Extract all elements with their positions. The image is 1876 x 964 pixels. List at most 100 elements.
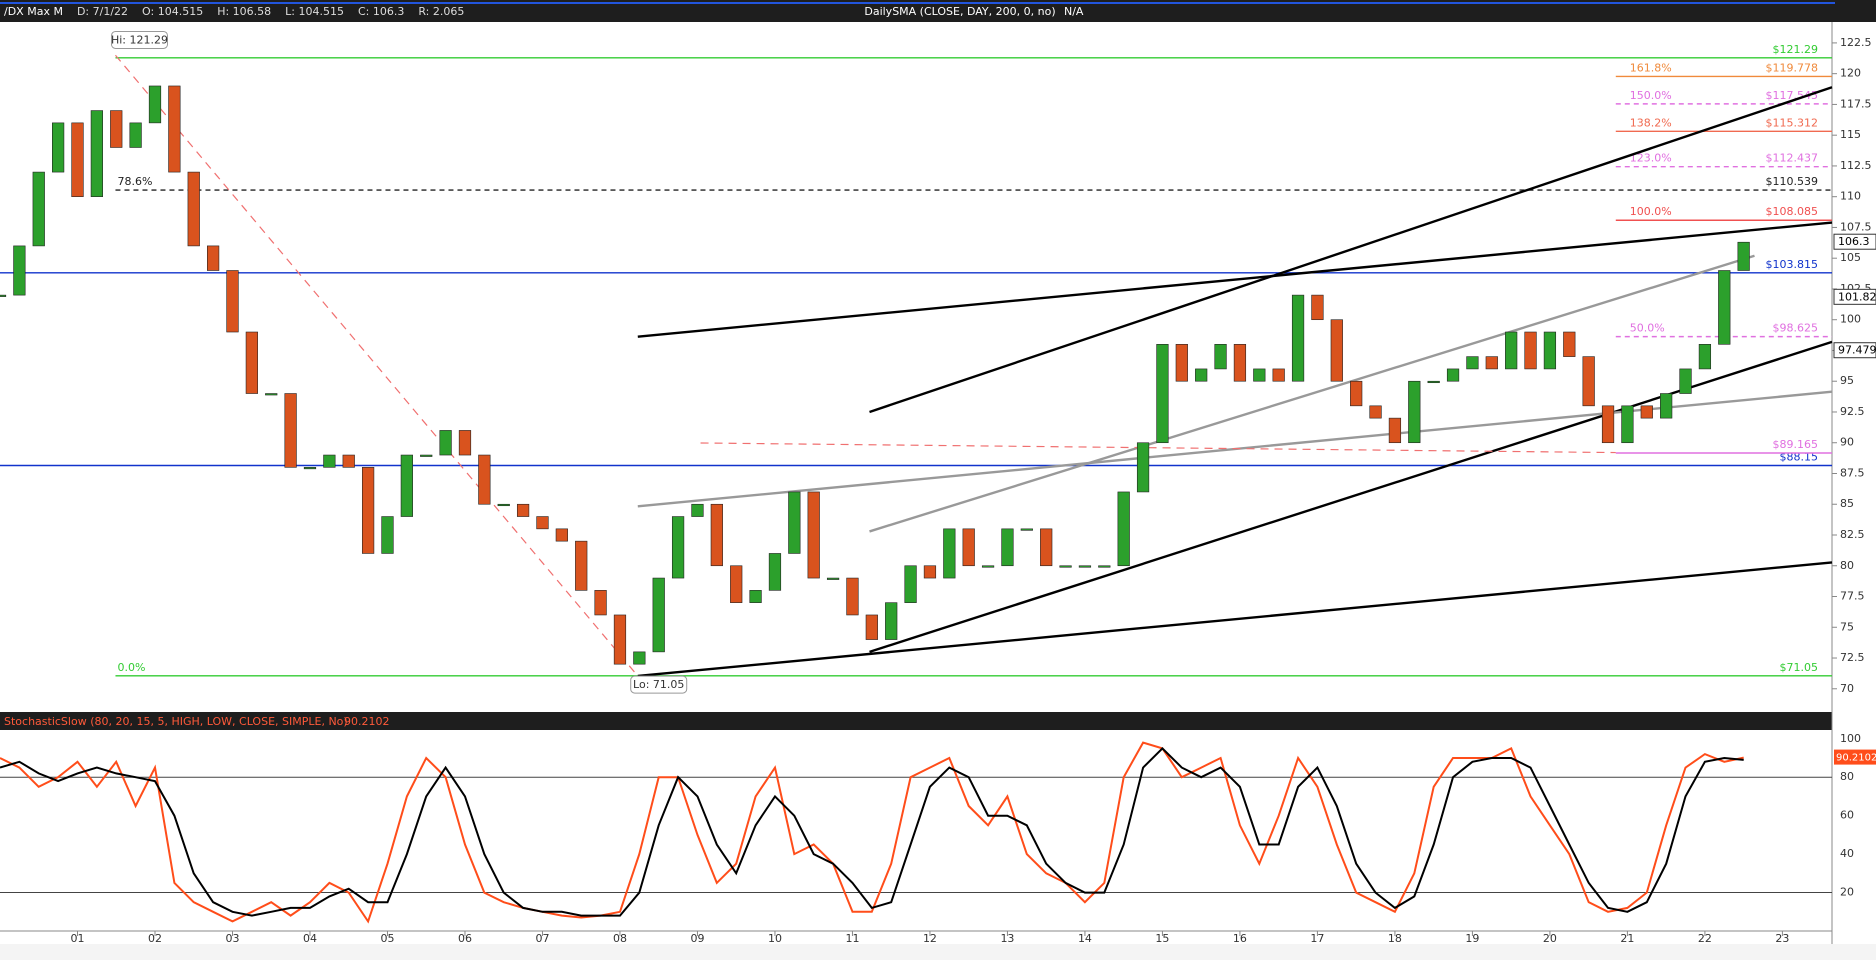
level-price: $112.437 (1766, 152, 1819, 165)
level-price: $98.625 (1773, 322, 1819, 335)
candle (13, 245, 26, 296)
header-field: O: 104.515 (142, 5, 203, 18)
candle (342, 454, 355, 468)
x-tick-label: 23 (1775, 932, 1789, 945)
y-tick-label: 80 (1840, 559, 1854, 572)
candle (1621, 405, 1634, 444)
y-tick-label: 117.5 (1840, 97, 1872, 110)
candle (1040, 528, 1053, 567)
stoch-tick-label: 60 (1840, 809, 1854, 822)
header-accent (0, 2, 1835, 4)
candle (245, 331, 258, 394)
x-tick-label: 20 (1543, 932, 1557, 945)
candle (555, 528, 568, 542)
candle (1233, 344, 1247, 382)
level-percent: 150.0% (1630, 89, 1672, 102)
x-tick-label: 14 (1078, 932, 1092, 945)
candle (1388, 417, 1402, 444)
trendline (637, 561, 1833, 678)
candle (1427, 380, 1440, 384)
candle (594, 590, 607, 616)
candle (516, 503, 530, 517)
candle (1330, 319, 1343, 382)
candle (497, 503, 510, 507)
y-tick-label: 90 (1840, 436, 1854, 449)
candle (1078, 565, 1092, 568)
candle (1505, 331, 1518, 370)
y-tick-label: 105 (1840, 251, 1861, 264)
y-tick-label: 107.5 (1840, 220, 1872, 233)
candle (1059, 565, 1072, 568)
level-percent: 161.8% (1630, 61, 1672, 74)
stoch-tick-label: 20 (1840, 886, 1854, 899)
header-field: D: 7/1/22 (77, 5, 128, 18)
trendline (637, 221, 1833, 338)
x-tick-label: 21 (1620, 932, 1634, 945)
x-tick-label: 16 (1233, 932, 1247, 945)
candle (1485, 356, 1498, 370)
y-tick-label: 115 (1840, 128, 1861, 141)
extreme-label: Lo: 71.05 (633, 678, 684, 691)
candle (536, 516, 549, 530)
header-bar (0, 0, 1876, 22)
extreme-box (110, 30, 168, 49)
price-tag (1833, 288, 1876, 305)
level-price: $119.778 (1766, 61, 1819, 74)
stoch-tick-label: 80 (1840, 770, 1854, 783)
price-tag (1833, 342, 1876, 359)
x-tick-label: 17 (1310, 932, 1324, 945)
x-tick-label: 06 (458, 932, 472, 945)
candle (32, 171, 45, 247)
x-tick-label: 07 (535, 932, 549, 945)
candle (807, 491, 820, 579)
stoch-tick-label: 100 (1840, 732, 1861, 745)
level-price: $115.312 (1766, 116, 1819, 129)
candle (710, 503, 723, 567)
level-percent: 123.0% (1630, 152, 1672, 165)
header-field: /DX Max M (4, 5, 63, 18)
x-tick-label: 09 (690, 932, 704, 945)
level-percent: 138.2% (1630, 116, 1672, 129)
candle (671, 516, 685, 579)
candle (187, 171, 200, 247)
x-tick-label: 11 (845, 932, 859, 945)
candle (1466, 356, 1479, 370)
candle (1408, 380, 1421, 444)
y-tick-label: 120 (1840, 67, 1861, 80)
trendline (115, 54, 639, 677)
candle (129, 122, 142, 148)
candle (923, 565, 937, 579)
candle (1369, 405, 1382, 419)
candle (981, 565, 995, 568)
level-price: $117.545 (1766, 89, 1819, 102)
stoch-line (0, 741, 1744, 924)
x-tick-label: 19 (1465, 932, 1479, 945)
x-tick-label: 10 (768, 932, 782, 945)
candle (323, 454, 336, 468)
candle (458, 430, 472, 456)
candle (846, 577, 859, 616)
candle (1446, 368, 1460, 382)
candle (1543, 331, 1557, 370)
x-tick-label: 12 (923, 932, 937, 945)
candle (303, 467, 317, 470)
y-tick-label: 87.5 (1840, 466, 1865, 479)
candle (1311, 294, 1324, 321)
candle (361, 467, 375, 554)
candle (1737, 241, 1750, 271)
stoch-tag (1834, 749, 1876, 765)
x-tick-label: 04 (303, 932, 317, 945)
candle (730, 565, 743, 603)
candle (1117, 491, 1130, 567)
y-tick-label: 92.5 (1840, 405, 1865, 418)
candle (1524, 331, 1537, 370)
candle (1601, 405, 1615, 444)
candle (265, 393, 278, 396)
candle (148, 85, 162, 124)
candle (1660, 393, 1673, 419)
level-percent: 100.0% (1630, 205, 1672, 218)
trendline (700, 442, 1616, 454)
x-tick-label: 15 (1155, 932, 1169, 945)
extreme-box (630, 675, 688, 694)
